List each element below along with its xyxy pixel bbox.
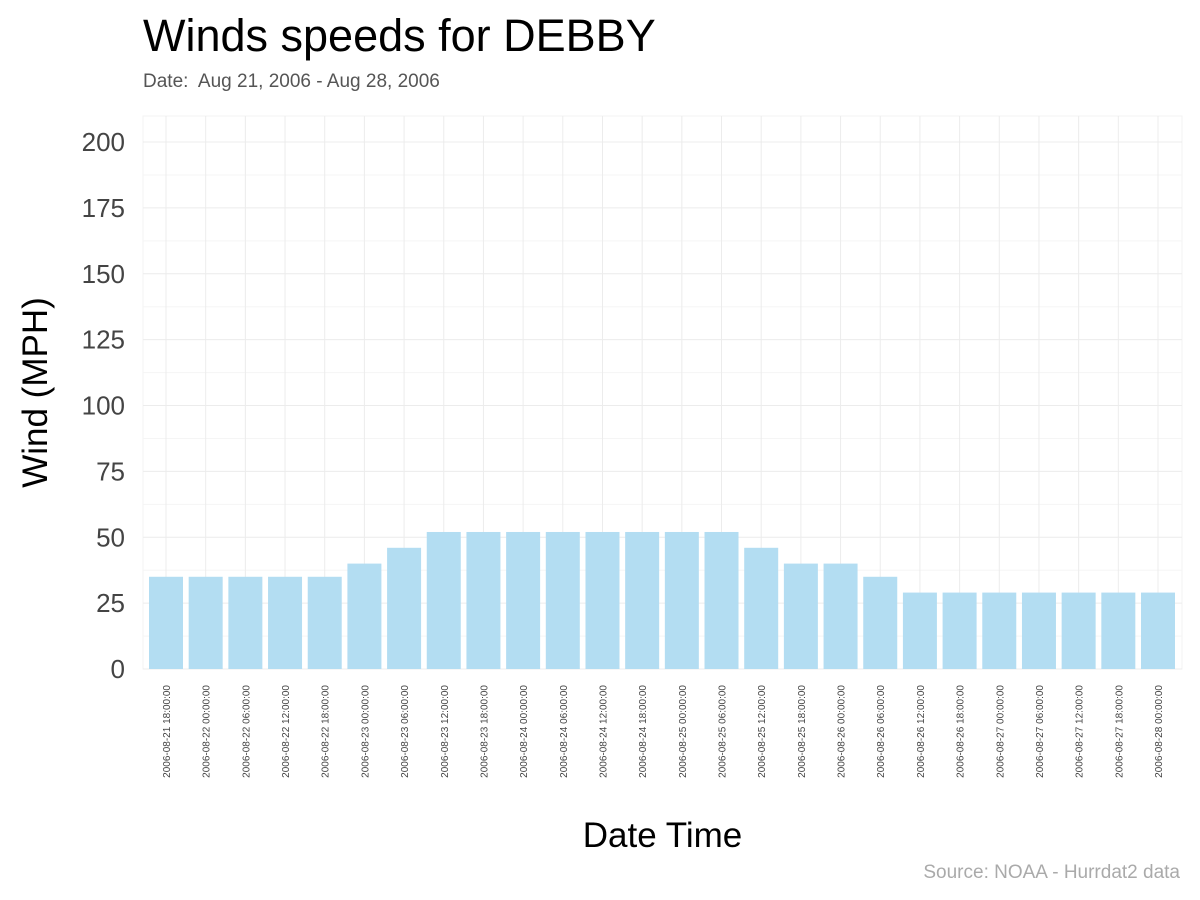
bar [268,576,303,669]
x-tick-label: 2006-08-22 18:00:00 [321,685,332,778]
bar [506,531,541,669]
bar [704,531,739,669]
bar [188,576,223,669]
x-tick-label: 2006-08-22 00:00:00 [202,685,213,778]
bar [149,576,183,669]
x-tick-label: 2006-08-27 12:00:00 [1075,685,1086,778]
x-tick-label: 2006-08-26 00:00:00 [837,685,848,778]
x-tick-label: 2006-08-27 00:00:00 [995,685,1006,778]
y-tick-label: 175 [82,193,125,223]
bar [347,563,382,669]
bar [982,592,1017,669]
chart-title: Winds speeds for DEBBY [143,10,656,61]
bar [545,531,580,669]
x-tick-labels: 2006-08-21 18:00:00 2006-08-22 00:00:00 20… [162,685,1165,778]
x-tick-label: 2006-08-26 18:00:00 [956,685,967,778]
bar [466,531,501,669]
x-tick-label: 2006-08-23 00:00:00 [360,685,371,778]
bar [426,531,461,669]
bar [863,576,898,669]
bar [1101,592,1136,669]
bar [902,592,937,669]
bar [585,531,620,669]
bar [228,576,263,669]
y-tick-label: 50 [96,522,125,552]
bar [744,547,779,669]
x-axis-title: Date Time [583,816,743,855]
x-tick-label: 2006-08-23 12:00:00 [440,685,451,778]
x-tick-label: 2006-08-25 18:00:00 [797,685,808,778]
x-tick-label: 2006-08-24 00:00:00 [519,685,530,778]
x-tick-label: 2006-08-25 06:00:00 [718,685,729,778]
x-tick-label: 2006-08-23 06:00:00 [400,685,411,778]
chart-subtitle: Date: Aug 21, 2006 - Aug 28, 2006 [143,71,440,92]
bar [625,531,660,669]
bar [1021,592,1056,669]
x-tick-label: 2006-08-27 18:00:00 [1114,685,1125,778]
bar [1061,592,1096,669]
bar [387,547,422,669]
source-caption: Source: NOAA - Hurrdat2 data [923,862,1180,883]
x-tick-label: 2006-08-22 06:00:00 [241,685,252,778]
y-tick-labels: 0 25 50 75 100 125 150 175 200 [82,127,125,684]
x-tick-label: 2006-08-25 12:00:00 [757,685,768,778]
x-tick-label: 2006-08-22 12:00:00 [281,685,292,778]
y-tick-label: 0 [111,654,125,684]
y-tick-label: 100 [82,391,125,421]
x-tick-label: 2006-08-25 00:00:00 [678,685,689,778]
y-tick-label: 200 [82,127,125,157]
bar [664,531,699,669]
bar [307,576,342,669]
x-tick-label: 2006-08-24 12:00:00 [598,685,609,778]
x-tick-label: 2006-08-21 18:00:00 [162,685,173,778]
bar [1141,592,1175,669]
y-tick-label: 150 [82,259,125,289]
y-tick-label: 125 [82,325,125,355]
y-tick-label: 75 [96,456,125,486]
bars [149,531,1175,669]
x-tick-label: 2006-08-23 18:00:00 [479,685,490,778]
x-tick-label: 2006-08-28 00:00:00 [1154,685,1165,778]
y-tick-label: 25 [96,588,125,618]
y-axis-title: Wind (MPH) [16,297,55,488]
bar [942,592,977,669]
x-tick-label: 2006-08-24 06:00:00 [559,685,570,778]
x-tick-label: 2006-08-26 12:00:00 [916,685,927,778]
x-tick-label: 2006-08-26 06:00:00 [876,685,887,778]
bar [823,563,858,669]
x-tick-label: 2006-08-27 06:00:00 [1035,685,1046,778]
bar [783,563,818,669]
x-tick-label: 2006-08-24 18:00:00 [638,685,649,778]
